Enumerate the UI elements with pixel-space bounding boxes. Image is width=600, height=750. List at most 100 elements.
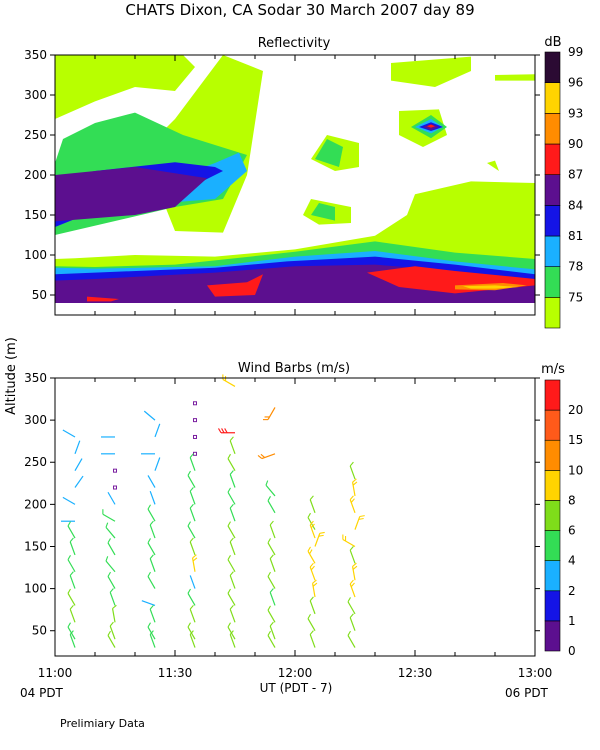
wind-barb-83 [267,605,276,623]
xtick-label-3: 12:30 [398,666,433,680]
wind-barb-63 [229,470,236,488]
wind-barb-19 [102,509,116,522]
refl-colorbar-label-84: 84 [568,198,583,212]
refl-colorbar-swatch-84 [544,205,561,237]
reflectivity-title: Reflectivity [258,36,331,51]
wind-barb-51 [187,521,196,539]
wind-barb-52 [189,537,196,556]
wind-barb-105 [349,613,356,631]
refl-colorbar-label-81: 81 [568,229,583,243]
wind-colorbar-label-1: 1 [568,614,576,628]
refl-colorbar-label-99: 99 [568,45,583,59]
wind-barb-78 [269,520,276,539]
refl-colorbar-swatch-99 [544,51,561,83]
refl-ytick-label-350: 350 [24,48,47,62]
wind-barb-32 [147,475,156,488]
wind-barb-9 [69,571,76,589]
reflectivity-colorbar-unit: dB [544,35,561,50]
wind-barb-47 [189,453,196,471]
wind-barb-65 [229,503,236,522]
refl-ytick-label-300: 300 [24,88,47,102]
refl-colorbar-swatch-96 [544,82,561,114]
wind-barb-81 [267,571,276,589]
reflectivity-contours [55,55,535,303]
wind-barb-69 [229,571,236,589]
refl-ytick-label-50: 50 [32,288,47,302]
refl-colorbar-swatch-87 [544,174,561,206]
wind-barb-31 [154,457,161,471]
wind-colorbar-label-2: 2 [568,584,576,598]
contour-90db-3 [427,124,435,128]
wind-barb-75 [257,453,276,460]
wind-ytick-label-50: 50 [32,624,47,638]
time-axis-label: UT (PDT - 7) [260,681,333,695]
wind-colorbar-label-20: 20 [568,403,583,417]
wind-barb-33 [149,491,156,505]
wind-barb-22 [105,556,116,573]
refl-ytick-label-250: 250 [24,128,47,142]
wind-barb-97 [351,478,358,497]
local-time-left: 04 PDT [20,686,64,700]
wind-barb-64 [227,487,236,505]
wind-colorbar-swatch-3 [544,530,561,561]
wind-barb-95 [309,630,316,648]
reflectivity-axes: 50 100 150 200 250 300 350 [24,48,540,315]
wind-barb-25 [111,604,117,623]
wind-barb-85 [267,630,276,648]
wind-barb-4 [62,496,76,505]
wind-colorbar-swatch-0 [544,620,561,652]
wind-barb-54 [189,575,196,589]
wind-barb-58 [189,630,196,648]
wind-barb-34 [147,504,156,522]
wind-ytick-label-250: 250 [24,455,47,469]
wind-barb-84 [269,621,276,640]
wind-colorbar-swatch-1 [544,590,561,622]
contour-78db-3 [311,203,335,221]
contour-96db-0 [463,285,519,289]
wind-barb-86 [309,495,316,513]
wind-barb-93 [309,596,316,615]
refl-colorbar-swatch-75 [544,297,561,329]
wind-barb-100 [342,534,356,548]
wind-barb-10 [67,588,76,606]
wind-barb-68 [227,555,236,573]
contour-90db-1 [207,274,263,297]
wind-barb-96 [349,461,356,480]
refl-ytick-label-200: 200 [24,168,47,182]
wind-barb-74 [263,407,276,421]
wind-barb-17 [113,485,117,490]
contour-75db-7 [495,74,535,81]
wind-barb-2 [74,458,83,471]
wind-barb-0 [62,429,76,438]
xtick-label-1: 11:30 [158,666,193,680]
refl-colorbar-label-90: 90 [568,137,583,151]
wind-barb-37 [149,554,156,572]
wind-barb-76 [265,480,276,497]
wind-barb-1 [74,440,81,455]
wind-barb-56 [189,604,196,623]
wind-colorbar-label-10: 10 [568,463,583,477]
wind-colorbar-swatch-4 [544,500,561,531]
contour-75db-8 [487,160,499,171]
wind-barb-80 [269,554,276,572]
wind-barb-35 [149,520,156,539]
refl-colorbar-label-87: 87 [568,168,583,182]
wind-barb-50 [189,503,196,522]
contour-78db-2 [315,139,343,167]
wind-barb-67 [229,537,236,556]
wind-barb-23 [107,571,116,589]
wind-barbs-plot-frame [54,377,536,657]
wind-colorbar-swatch-7 [544,409,561,441]
wind-barb-38 [147,571,156,589]
wind-barb-11 [69,604,76,623]
wind-barb-55 [187,588,196,606]
wind-barb-53 [191,554,198,572]
wind-ytick-label-100: 100 [24,582,47,596]
wind-barb-66 [227,521,236,539]
wind-barb-24 [109,588,116,606]
wind-barb-7 [69,537,76,556]
wind-barb-13 [69,630,76,648]
footnote: Prelimiary Data [60,717,145,730]
wind-colorbar-swatch-2 [544,560,561,592]
reflectivity-colorbar: 75 78 81 84 87 90 93 96 99 [544,45,583,329]
